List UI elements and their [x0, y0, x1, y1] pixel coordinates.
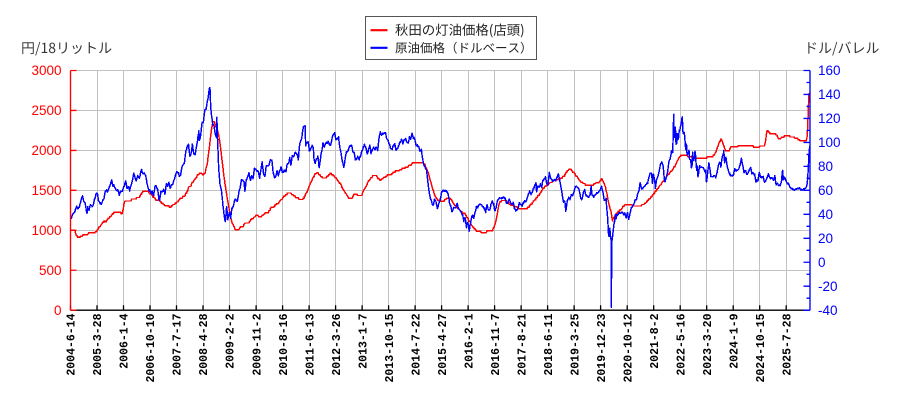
svg-text:2019-3-25: 2019-3-25 [569, 313, 582, 375]
svg-text:2023-3-20: 2023-3-20 [702, 313, 715, 375]
svg-text:140: 140 [818, 87, 841, 102]
svg-text:2024-10-15: 2024-10-15 [755, 313, 768, 382]
svg-text:-20: -20 [818, 279, 838, 294]
svg-text:2009-2-2: 2009-2-2 [225, 313, 238, 368]
svg-text:2017-8-21: 2017-8-21 [516, 313, 529, 375]
svg-text:2020-10-12: 2020-10-12 [622, 313, 635, 382]
svg-text:60: 60 [818, 183, 833, 198]
svg-text:-40: -40 [818, 303, 838, 318]
svg-text:2016-11-7: 2016-11-7 [490, 313, 503, 375]
svg-text:2019-12-23: 2019-12-23 [596, 313, 609, 382]
svg-text:2012-3-26: 2012-3-26 [331, 313, 344, 375]
svg-text:2011-6-13: 2011-6-13 [304, 313, 317, 375]
svg-text:0: 0 [818, 255, 826, 270]
svg-text:2025-7-28: 2025-7-28 [781, 313, 794, 375]
svg-text:2009-11-2: 2009-11-2 [251, 313, 264, 375]
svg-text:2008-4-28: 2008-4-28 [198, 313, 211, 375]
svg-text:3000: 3000 [31, 63, 61, 78]
svg-text:2014-7-22: 2014-7-22 [410, 313, 423, 375]
svg-text:40: 40 [818, 207, 833, 222]
svg-text:2024-1-9: 2024-1-9 [728, 313, 741, 368]
svg-text:2007-7-17: 2007-7-17 [172, 313, 185, 375]
svg-text:2013-10-15: 2013-10-15 [384, 313, 397, 382]
svg-text:0: 0 [54, 303, 62, 318]
svg-text:2006-1-4: 2006-1-4 [119, 313, 132, 368]
svg-text:2022-5-16: 2022-5-16 [675, 313, 688, 375]
svg-text:2005-3-28: 2005-3-28 [92, 313, 105, 375]
svg-text:120: 120 [818, 111, 841, 126]
svg-text:1500: 1500 [31, 183, 61, 198]
svg-text:2000: 2000 [31, 143, 61, 158]
svg-text:80: 80 [818, 159, 833, 174]
svg-text:160: 160 [818, 63, 841, 78]
svg-text:2004-6-14: 2004-6-14 [66, 313, 79, 375]
svg-text:100: 100 [818, 135, 841, 150]
svg-text:2500: 2500 [31, 103, 61, 118]
svg-text:1000: 1000 [31, 223, 61, 238]
svg-text:2016-2-1: 2016-2-1 [463, 313, 476, 368]
svg-text:2006-10-10: 2006-10-10 [145, 313, 158, 382]
svg-text:500: 500 [39, 263, 62, 278]
svg-text:2021-8-2: 2021-8-2 [649, 313, 662, 368]
svg-text:2013-1-7: 2013-1-7 [357, 313, 370, 368]
svg-text:2015-4-27: 2015-4-27 [437, 313, 450, 375]
svg-text:20: 20 [818, 231, 833, 246]
svg-text:2010-8-16: 2010-8-16 [278, 313, 291, 375]
svg-text:2018-6-11: 2018-6-11 [543, 313, 556, 375]
